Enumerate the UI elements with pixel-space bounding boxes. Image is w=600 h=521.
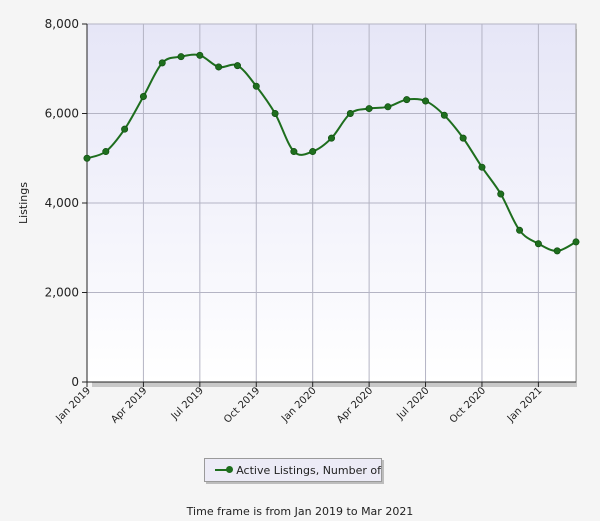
x-tick-label: Oct 2019: [222, 385, 262, 425]
data-point[interactable]: [478, 163, 486, 171]
data-point[interactable]: [440, 111, 448, 119]
x-tick-label: Jan 2019: [53, 385, 93, 425]
data-point[interactable]: [534, 240, 542, 248]
data-point[interactable]: [177, 53, 185, 61]
data-point[interactable]: [139, 92, 147, 100]
data-point[interactable]: [365, 105, 373, 113]
time-frame-note: Time frame is from Jan 2019 to Mar 2021: [186, 505, 414, 518]
legend-label: Active Listings, Number of: [236, 463, 381, 477]
legend-marker-icon: [226, 466, 233, 473]
x-tick-label: Jul 2020: [394, 385, 431, 422]
y-tick-label: 4,000: [45, 196, 79, 210]
data-point[interactable]: [158, 59, 166, 67]
data-point[interactable]: [327, 134, 335, 142]
legend: Active Listings, Number of: [204, 458, 382, 482]
data-points: [83, 51, 580, 255]
data-point[interactable]: [196, 51, 204, 59]
data-point[interactable]: [346, 110, 354, 118]
data-point[interactable]: [384, 103, 392, 111]
data-point[interactable]: [403, 96, 411, 104]
x-tick-label: Jan 2020: [279, 385, 319, 425]
data-point[interactable]: [553, 247, 561, 255]
y-tick-label: 2,000: [45, 286, 79, 300]
data-point[interactable]: [215, 63, 223, 71]
y-axis-title: Listings: [17, 182, 30, 224]
legend-swatch: [213, 463, 234, 477]
x-tick-label: Apr 2019: [109, 385, 149, 425]
x-tick-label: Jan 2021: [505, 385, 545, 425]
data-point[interactable]: [497, 190, 505, 198]
data-point[interactable]: [83, 154, 91, 162]
data-point[interactable]: [121, 125, 129, 133]
y-tick-label: 6,000: [45, 107, 79, 121]
x-tick-label: Oct 2020: [448, 385, 488, 425]
data-point[interactable]: [233, 62, 241, 70]
data-point[interactable]: [459, 134, 467, 142]
data-point[interactable]: [271, 110, 279, 118]
data-point[interactable]: [309, 148, 317, 156]
x-tick-label: Apr 2020: [335, 385, 375, 425]
data-point[interactable]: [516, 226, 524, 234]
data-point[interactable]: [422, 97, 430, 105]
data-point[interactable]: [290, 148, 298, 156]
x-tick-label: Jul 2019: [169, 385, 206, 422]
y-tick-label: 8,000: [45, 17, 79, 31]
data-point[interactable]: [102, 148, 110, 156]
legend-line-icon: [215, 469, 233, 471]
data-point[interactable]: [252, 82, 260, 90]
y-tick-label: 0: [71, 375, 79, 389]
data-point[interactable]: [572, 238, 580, 246]
